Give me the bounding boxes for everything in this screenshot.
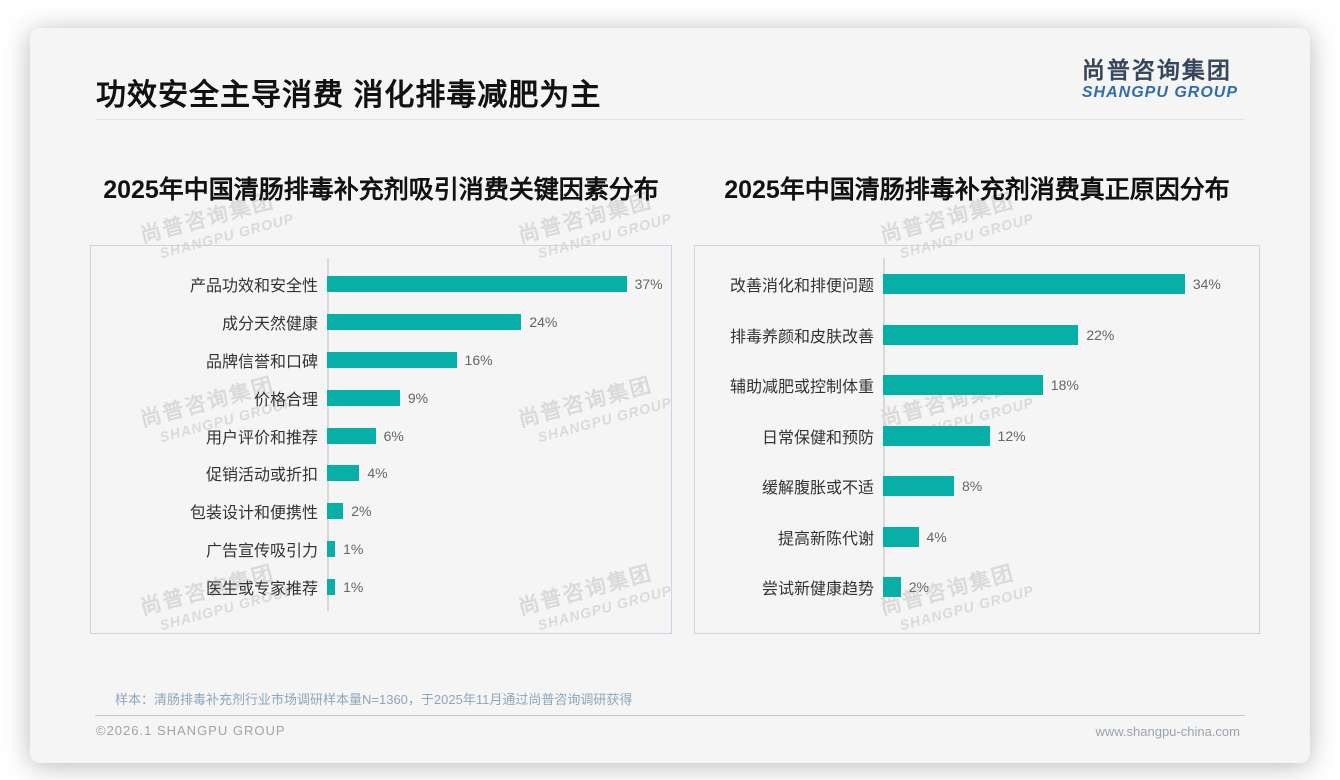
bar-track: 9%: [327, 389, 659, 406]
bar: [883, 274, 1185, 294]
bar-track: 2%: [883, 577, 1247, 597]
category-label: 日常保健和预防: [761, 429, 874, 447]
bar: [883, 476, 955, 496]
value-label: 4%: [926, 528, 947, 545]
chart-row: 辅助减肥或控制体重 18%: [695, 373, 1247, 397]
chart-rows: 改善消化和排便问题 34% 排毒养颜和皮肤改善 22% 辅助减肥或控制体重 18% 日常保健…: [695, 246, 1259, 633]
value-label: 24%: [529, 313, 558, 330]
category-label: 改善消化和排便问题: [729, 278, 874, 295]
chart-panel-right: 改善消化和排便问题 34% 排毒养颜和皮肤改善 22% 辅助减肥或控制体重 18% 日常保健…: [694, 245, 1260, 634]
chart-row: 品牌信誉和口碑 16%: [91, 348, 659, 372]
category-label: 尝试新健康趋势: [761, 581, 874, 598]
value-label: 1%: [343, 541, 364, 558]
category-label: 用户评价和推荐: [205, 429, 318, 447]
footer-divider: [95, 715, 1245, 716]
category-label: 提高新陈代谢: [777, 530, 874, 548]
header-divider: [95, 119, 1245, 120]
value-label: 22%: [1086, 326, 1115, 343]
category-label: 品牌信誉和口碑: [205, 353, 318, 371]
chart-row: 缓解腹胀或不适 8%: [695, 474, 1247, 498]
bar-track: 4%: [327, 465, 659, 482]
bar: [883, 526, 919, 547]
value-label: 37%: [634, 276, 663, 292]
value-label: 1%: [343, 579, 364, 595]
value-label: 16%: [464, 351, 493, 368]
sample-note: 样本：清肠排毒补充剂行业市场调研样本量N=1360，于2025年11月通过尚普咨…: [115, 692, 633, 707]
chart-panel-left: 产品功效和安全性 37% 成分天然健康 24% 品牌信誉和口碑 16% 价格合理 9% 用户评价…: [90, 245, 672, 634]
category-label: 缓解腹胀或不适: [761, 480, 874, 497]
bar: [883, 324, 1079, 345]
chart-row: 促销活动或折扣 4%: [91, 461, 659, 485]
value-label: 12%: [997, 427, 1026, 444]
bar: [327, 351, 457, 368]
bar-track: 18%: [883, 375, 1247, 395]
value-label: 4%: [367, 465, 388, 482]
bar: [327, 389, 400, 406]
category-label: 医生或专家推荐: [205, 581, 318, 598]
bar-track: 16%: [327, 351, 659, 368]
bar-track: 24%: [327, 313, 659, 330]
value-label: 2%: [351, 503, 372, 520]
bar: [327, 276, 627, 292]
copyright-text: ©2026.1 SHANGPU GROUP: [96, 723, 286, 738]
category-label: 包装设计和便携性: [189, 505, 318, 523]
chart-row: 提高新陈代谢 4%: [695, 525, 1247, 549]
logo-en-text: SHANGPU GROUP: [1081, 84, 1238, 102]
bar: [883, 375, 1043, 395]
chart-row: 价格合理 9%: [91, 386, 659, 410]
bar: [883, 425, 990, 446]
website-url: www.shangpu-china.com: [1095, 724, 1240, 739]
chart-row: 成分天然健康 24%: [91, 310, 659, 334]
page-title: 功效安全主导消费 消化排毒减肥为主: [96, 79, 602, 112]
chart-row: 包装设计和便携性 2%: [91, 499, 659, 523]
chart-row: 排毒养颜和皮肤改善 22%: [695, 323, 1247, 347]
chart-row: 尝试新健康趋势 2%: [695, 575, 1247, 599]
bar-track: 4%: [883, 526, 1247, 547]
value-label: 18%: [1050, 377, 1079, 393]
bar-track: 1%: [327, 541, 659, 558]
category-label: 排毒养颜和皮肤改善: [729, 328, 874, 346]
chart-row: 用户评价和推荐 6%: [91, 424, 659, 448]
bar: [327, 427, 376, 444]
bar: [883, 577, 901, 597]
value-label: 2%: [908, 579, 929, 595]
bar-track: 2%: [327, 503, 659, 520]
value-label: 9%: [407, 389, 429, 406]
value-label: 8%: [962, 478, 983, 494]
chart-title-right: 2025年中国清肠排毒补充剂消费真正原因分布: [724, 176, 1230, 204]
bar: [327, 541, 336, 558]
bar-track: 34%: [883, 274, 1247, 294]
company-logo: 尚普咨询集团 SHANGPU GROUP: [1081, 57, 1238, 102]
value-label: 34%: [1192, 276, 1221, 292]
category-label: 辅助减肥或控制体重: [729, 379, 874, 396]
bar-track: 12%: [883, 425, 1247, 446]
bar-track: 37%: [327, 276, 663, 292]
chart-rows: 产品功效和安全性 37% 成分天然健康 24% 品牌信誉和口碑 16% 价格合理 9% 用户评价…: [91, 246, 671, 633]
chart-title-left: 2025年中国清肠排毒补充剂吸引消费关键因素分布: [103, 176, 659, 204]
bar-track: 6%: [327, 427, 659, 444]
bar-track: 1%: [327, 579, 659, 595]
slide: 尚普咨询集团 SHANGPU GROUP 尚普咨询集团 SHANGPU GROUP 尚普…: [30, 28, 1310, 763]
chart-row: 日常保健和预防 12%: [695, 424, 1247, 448]
category-label: 价格合理: [253, 391, 318, 409]
chart-row: 广告宣传吸引力 1%: [91, 537, 659, 561]
chart-row: 产品功效和安全性 37%: [91, 272, 663, 296]
chart-row: 改善消化和排便问题 34%: [695, 272, 1247, 296]
category-label: 促销活动或折扣: [205, 467, 318, 485]
value-label: 6%: [383, 427, 404, 444]
bar-track: 8%: [883, 476, 1247, 496]
category-label: 产品功效和安全性: [189, 278, 318, 295]
category-label: 广告宣传吸引力: [205, 543, 318, 561]
bar: [327, 503, 344, 520]
bar-track: 22%: [883, 324, 1247, 345]
chart-row: 医生或专家推荐 1%: [91, 575, 659, 599]
bar: [327, 465, 360, 482]
bar: [327, 313, 522, 330]
bar: [327, 579, 336, 595]
category-label: 成分天然健康: [221, 315, 318, 333]
logo-cn-text: 尚普咨询集团: [1081, 57, 1232, 83]
